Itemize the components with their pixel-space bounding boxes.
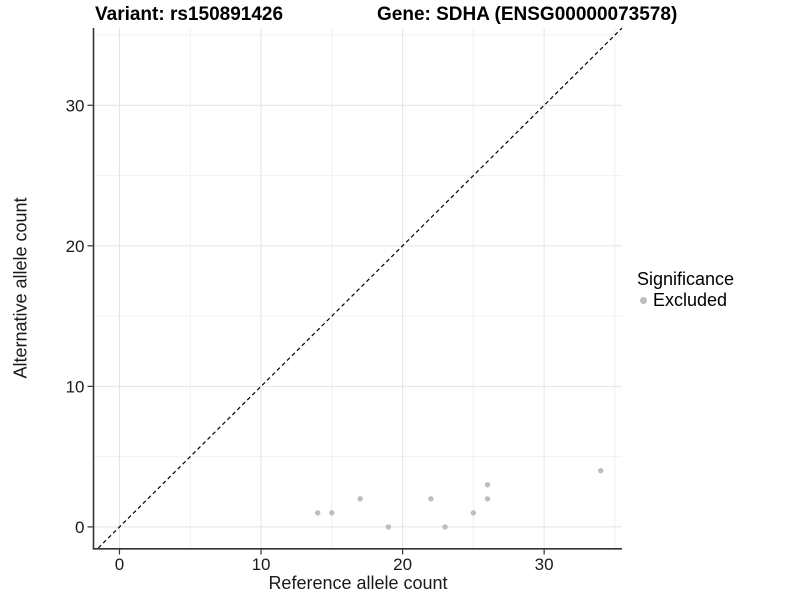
identity-line [97, 27, 623, 549]
y-tick-label: 20 [66, 237, 85, 256]
data-point [470, 510, 477, 516]
y-tick-label: 30 [66, 96, 85, 115]
x-tick-label: 10 [252, 555, 271, 574]
data-point [329, 510, 335, 516]
data-point [442, 524, 448, 530]
excluded-point-icon [640, 297, 647, 304]
data-point [314, 510, 321, 516]
x-tick-label: 30 [535, 555, 554, 574]
x-axis-title: Reference allele count [268, 573, 448, 593]
y-axis-title: Alternative allele count [10, 197, 31, 379]
x-tick-label: 0 [115, 555, 124, 574]
y-tick-label: 10 [66, 377, 85, 396]
legend-item-label: Excluded [653, 290, 728, 310]
data-point [428, 496, 434, 502]
x-tick-label: 20 [393, 555, 412, 574]
legend: Significance Excluded [637, 269, 734, 311]
y-tick-label: 0 [75, 518, 84, 537]
data-point [598, 468, 604, 474]
data-point [484, 482, 491, 488]
gene-title: Gene: SDHA (ENSG00000073578) [377, 4, 678, 25]
legend-item-excluded: Excluded [637, 290, 734, 311]
legend-title: Significance [637, 269, 735, 289]
data-point [357, 496, 363, 502]
data-point [484, 496, 491, 502]
variant-title: Variant: rs150891426 [95, 4, 284, 25]
data-point [385, 524, 392, 530]
